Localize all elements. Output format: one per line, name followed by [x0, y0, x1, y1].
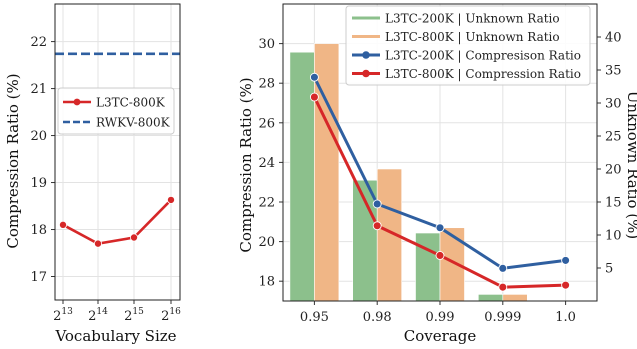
- right-ytick-label-right: 20: [605, 163, 622, 178]
- left-plot-frame: [54, 3, 181, 301]
- right-ytick-label-right: 30: [605, 97, 622, 112]
- right-xtick-label: 0.98: [363, 310, 392, 325]
- right-ytick-label: 30: [258, 37, 275, 52]
- left-ytick-label: 22: [30, 35, 47, 50]
- right-chart-xlabel: Coverage: [404, 327, 477, 345]
- right-ytick-label-right: 35: [605, 64, 622, 79]
- right-point-l3tc-200k: [309, 72, 319, 82]
- left-xtick-label: 213: [53, 307, 73, 324]
- right-ytick-label: 26: [258, 116, 275, 131]
- right-point-l3tc-800k: [561, 280, 571, 290]
- right-ytick-label: 18: [258, 275, 275, 290]
- right-ytick-label: 20: [258, 235, 275, 250]
- left-series-l3tc-800k-point: [59, 220, 68, 229]
- left-legend-marker-l3tc: [73, 98, 81, 106]
- right-bar-l3tc-800k: [502, 294, 528, 302]
- right-ytick-label-right: 15: [605, 196, 622, 211]
- right-chart: 18 20 22 24 26 28 30 5 10 15 20 25 30 35 40 0.95 0.98 0.9…: [258, 3, 622, 325]
- left-ytick-label: 21: [30, 82, 47, 97]
- left-legend: L3TC-800K RWKV-800K: [57, 87, 175, 135]
- right-bar-l3tc-200k: [289, 51, 315, 302]
- right-point-l3tc-200k: [372, 199, 382, 209]
- right-chart-ylabel: Compression Ratio (%): [237, 77, 255, 252]
- left-ytick-label: 20: [30, 129, 47, 144]
- left-series-l3tc-800k-point: [129, 233, 138, 242]
- right-chart-ylabel-right: Unknown Ratio (%): [624, 91, 637, 240]
- left-series-l3tc-800k-point: [166, 195, 175, 204]
- right-bar-l3tc-200k: [415, 232, 441, 302]
- right-plot-frame: [282, 3, 598, 302]
- right-ytick-label-right: 40: [605, 31, 622, 46]
- right-ytick-label-right: 10: [605, 229, 622, 244]
- right-xtick-label: 1.0: [555, 310, 576, 325]
- right-point-l3tc-200k: [561, 255, 571, 265]
- left-series-l3tc-800k-line: [62, 199, 172, 245]
- right-ytick-label-right: 25: [605, 130, 622, 145]
- left-chart-ylabel: Compression Ratio (%): [4, 73, 22, 248]
- right-point-l3tc-800k: [309, 92, 319, 102]
- right-legend-label-l3tc-800k-unknown: L3TC-800K | Unknown Ratio: [385, 30, 560, 44]
- left-legend-label-rwkv: RWKV-800K: [96, 116, 171, 130]
- left-chart: 17 18 19 20 21 22 213 214 215 216 L3TC-800K RWKV-80…: [30, 3, 181, 324]
- left-xtick-label: 216: [161, 307, 181, 324]
- right-legend-marker-l3tc-800k-compression: [362, 69, 370, 78]
- right-point-l3tc-800k: [498, 282, 508, 292]
- right-ytick-label: 24: [258, 156, 275, 171]
- right-xtick-label: 0.999: [484, 310, 521, 325]
- right-bar-l3tc-800k: [314, 43, 340, 302]
- right-ytick-label: 22: [258, 196, 275, 211]
- right-xtick-label: 0.99: [426, 310, 455, 325]
- left-xtick-label: 214: [88, 307, 108, 324]
- left-plot-area: [55, 4, 180, 300]
- right-ytick-label-right: 5: [605, 262, 613, 277]
- right-point-l3tc-200k: [498, 263, 508, 273]
- left-ytick-label: 17: [30, 270, 47, 285]
- right-point-l3tc-800k: [372, 221, 382, 231]
- right-legend-label-l3tc-200k-compression: L3TC-200K | Compresison Ratio: [385, 49, 581, 63]
- right-point-l3tc-200k: [435, 223, 445, 233]
- right-legend-marker-l3tc-200k-compression: [362, 51, 370, 59]
- left-chart-xlabel: Vocabulary Size: [54, 327, 176, 345]
- right-point-l3tc-800k: [435, 251, 445, 260]
- right-legend-label-l3tc-800k-compression: L3TC-800K | Compression Ratio: [385, 67, 581, 81]
- right-bar-l3tc-200k: [478, 294, 504, 302]
- right-ytick-label: 28: [258, 77, 275, 92]
- right-legend-box: [345, 5, 591, 86]
- left-ytick-label: 18: [30, 223, 47, 238]
- left-legend-label-l3tc: L3TC-800K: [96, 96, 166, 110]
- left-xtick-label: 215: [124, 307, 144, 324]
- right-xtick-label: 0.95: [300, 310, 329, 325]
- right-legend-label-l3tc-200k-unknown: L3TC-200K | Unknown Ratio: [385, 12, 560, 26]
- left-ytick-label: 19: [30, 176, 47, 191]
- left-series-l3tc-800k-point: [94, 239, 103, 248]
- right-legend: L3TC-200K | Unknown Ratio L3TC-800K | Unk…: [345, 5, 591, 86]
